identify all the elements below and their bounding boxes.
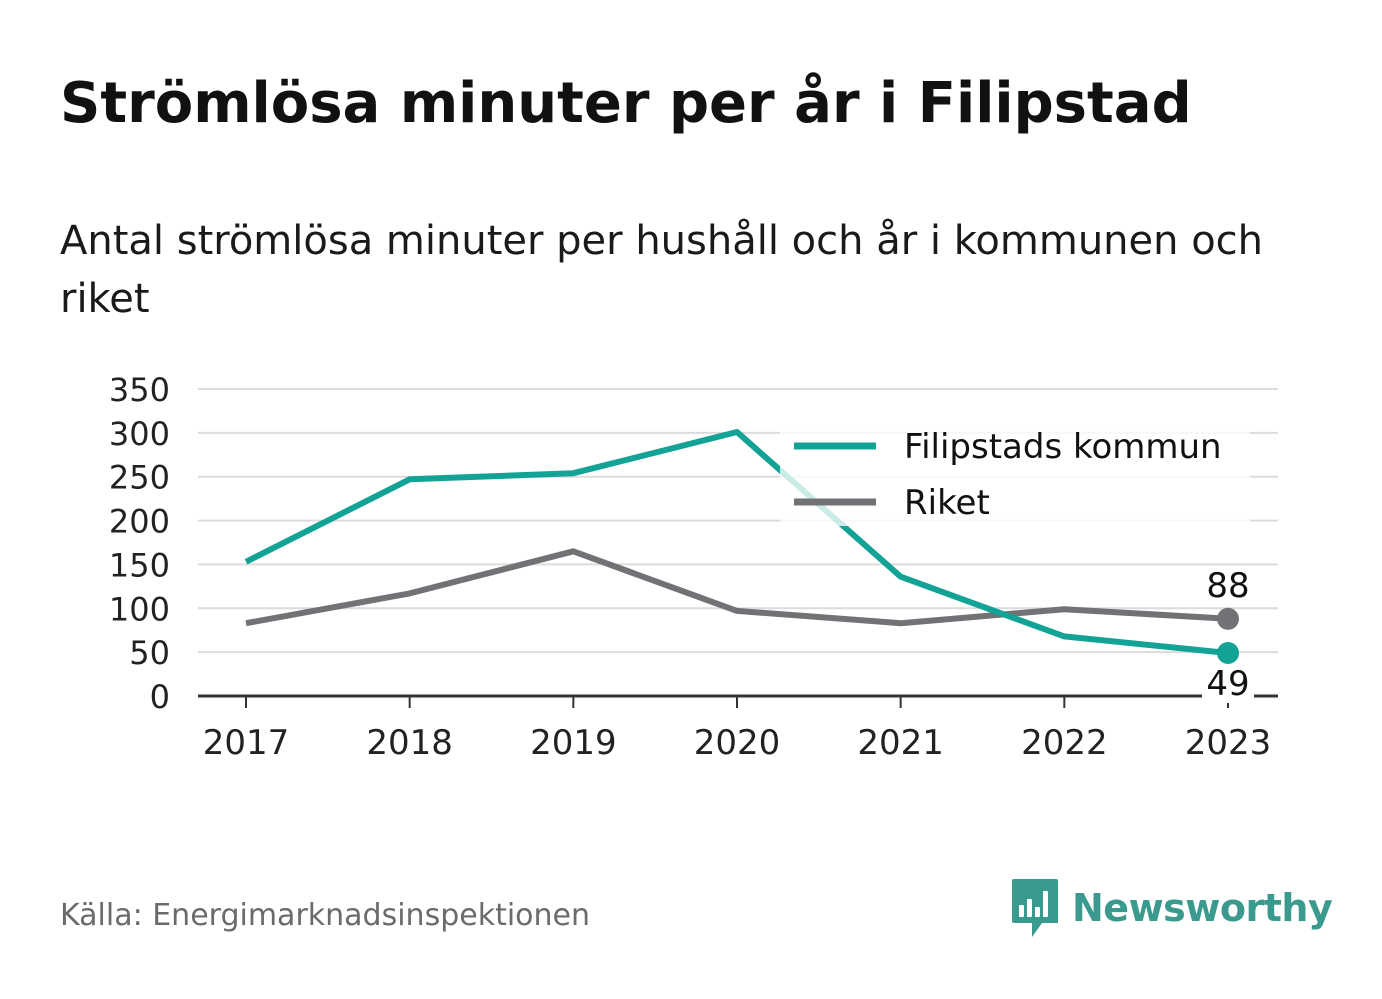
y-tick-label: 0 xyxy=(150,678,170,716)
brand-name: Newsworthy xyxy=(1072,886,1333,930)
y-tick-label: 350 xyxy=(109,371,170,409)
source-note: Källa: Energimarknadsinspektionen xyxy=(60,898,591,933)
y-tick-label: 50 xyxy=(129,634,170,672)
x-axis-ticks: 2017 2018 2019 2020 2021 2022 2023 xyxy=(203,696,1272,763)
legend-background xyxy=(780,418,1250,526)
x-tick-label: 2017 xyxy=(203,723,290,763)
y-tick-label: 250 xyxy=(109,459,170,497)
end-value-label: 88 xyxy=(1206,566,1249,606)
y-axis-ticks: 0 50 100 150 200 250 300 350 xyxy=(109,371,170,716)
end-point-marker xyxy=(1217,642,1239,665)
y-tick-label: 150 xyxy=(109,546,170,584)
y-tick-label: 300 xyxy=(109,415,170,453)
x-tick-label: 2021 xyxy=(857,723,944,763)
x-tick-label: 2018 xyxy=(366,723,453,763)
x-tick-label: 2020 xyxy=(694,723,781,763)
x-tick-label: 2022 xyxy=(1021,723,1108,763)
x-tick-label: 2023 xyxy=(1185,723,1272,763)
series-lines xyxy=(244,429,1229,656)
end-point-marker xyxy=(1217,607,1239,630)
x-tick-label: 2019 xyxy=(530,723,617,763)
y-tick-label: 100 xyxy=(109,590,170,628)
legend: Filipstads kommun Riket xyxy=(780,418,1250,526)
chart-subtitle: Antal strömlösa minuter per hushåll och … xyxy=(60,218,1264,322)
brand-logo: Newsworthy xyxy=(1010,876,1333,940)
series-line-filipstad xyxy=(244,429,1229,656)
end-markers: 49 88 xyxy=(1202,566,1254,704)
legend-label: Riket xyxy=(904,483,990,523)
end-value-label: 49 xyxy=(1206,664,1249,704)
end-label-background xyxy=(1202,665,1254,704)
legend-label: Filipstads kommun xyxy=(904,427,1222,467)
y-tick-label: 200 xyxy=(109,503,170,541)
newsworthy-logo-icon xyxy=(1012,879,1058,937)
series-line-riket xyxy=(245,548,1229,627)
chart-title: Strömlösa minuter per år i Filipstad xyxy=(60,71,1192,136)
